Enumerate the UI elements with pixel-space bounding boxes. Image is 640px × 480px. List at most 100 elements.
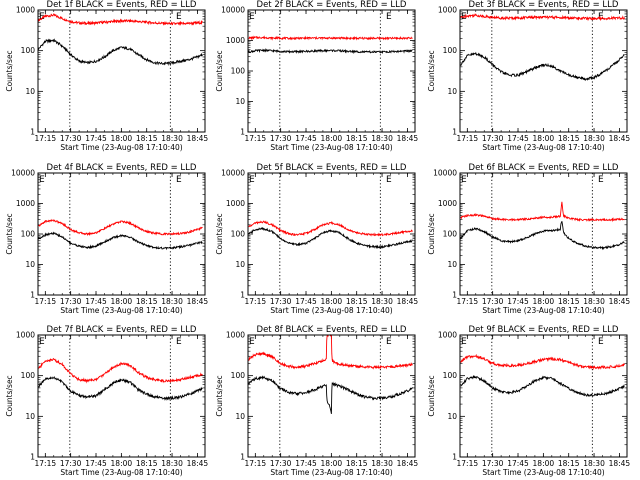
x-axis-label: Start Time (23-Aug-08 17:10:40)	[270, 143, 392, 152]
x-tick-label: 18:15	[558, 297, 580, 306]
y-tick-label: 100	[21, 230, 36, 239]
chart-title: Det 9f BLACK = Events, RED = LLD	[469, 325, 619, 335]
x-tick-label: 17:30	[482, 459, 504, 468]
x-tick-label: 18:45	[187, 459, 209, 468]
chart-panel-7: Det 7f BLACK = Events, RED = LLD Counts/s…	[5, 325, 208, 477]
chart-title: Det 2f BLACK = Events, RED = LLD	[257, 0, 407, 10]
event-marker-label: E	[386, 12, 392, 22]
y-tick-label: 10000	[221, 6, 245, 15]
y-axis-label: Counts/sec	[5, 213, 14, 254]
y-tick-label: 1	[240, 128, 245, 137]
x-tick-label: 18:15	[346, 297, 368, 306]
y-axis-label: Counts/sec	[5, 375, 14, 416]
chart-title: Det 6f BLACK = Events, RED = LLD	[469, 163, 619, 173]
x-tick-label: 18:45	[609, 459, 631, 468]
y-tick-label: 1000	[226, 36, 245, 45]
y-axis-label: Counts/sec	[5, 50, 14, 91]
y-tick-label: 100	[443, 371, 458, 380]
y-tick-label: 1000	[16, 6, 35, 15]
y-tick-label: 1000	[226, 199, 245, 208]
x-axis-label: Start Time (23-Aug-08 17:10:40)	[482, 143, 604, 152]
chart-panel-3: Det 3f BLACK = Events, RED = LLD Counts/s…	[427, 0, 630, 152]
x-axis-label: Start Time (23-Aug-08 17:10:40)	[270, 306, 392, 315]
x-tick-label: 18:30	[583, 459, 605, 468]
x-axis-label: Start Time (23-Aug-08 17:10:40)	[60, 468, 182, 477]
x-tick-label: 18:30	[161, 134, 183, 143]
plot-frame	[37, 9, 206, 133]
event-marker-label: E	[39, 12, 45, 22]
y-tick-label: 10	[447, 87, 457, 96]
series-line-lld	[460, 13, 625, 22]
event-marker-label: E	[39, 337, 45, 347]
series-line-events	[460, 221, 625, 251]
y-tick-label: 1	[452, 128, 457, 137]
event-marker-label: E	[598, 337, 604, 347]
series-line-events	[38, 38, 203, 66]
x-tick-label: 17:30	[60, 459, 82, 468]
y-tick-label: 10	[235, 97, 245, 106]
series-line-lld	[38, 357, 203, 384]
x-tick-label: 18:00	[533, 297, 555, 306]
y-tick-label: 1000	[16, 331, 35, 340]
x-tick-label: 18:30	[161, 297, 183, 306]
y-tick-label: 1000	[16, 199, 35, 208]
x-tick-label: 18:00	[533, 134, 555, 143]
x-tick-label: 18:00	[533, 459, 555, 468]
plot-frame	[37, 172, 206, 296]
x-tick-label: 17:45	[85, 459, 107, 468]
series-line-events	[248, 47, 413, 55]
x-axis-label: Start Time (23-Aug-08 17:10:40)	[482, 306, 604, 315]
x-tick-label: 17:15	[457, 297, 479, 306]
series-line-lld	[460, 353, 625, 371]
chart-panel-5: Det 5f BLACK = Events, RED = LLD Counts/s…	[215, 163, 418, 315]
chart-title: Det 7f BLACK = Events, RED = LLD	[47, 325, 197, 335]
y-tick-label: 10	[447, 412, 457, 421]
chart-panel-9: Det 9f BLACK = Events, RED = LLD Counts/s…	[427, 325, 630, 477]
x-tick-label: 17:45	[295, 134, 317, 143]
plot-frame	[459, 334, 628, 458]
chart-panel-1: Det 1f BLACK = Events, RED = LLD Counts/s…	[5, 0, 208, 152]
x-tick-label: 17:30	[482, 134, 504, 143]
x-tick-label: 18:15	[136, 459, 158, 468]
y-tick-label: 100	[21, 46, 36, 55]
chart-title: Det 1f BLACK = Events, RED = LLD	[47, 0, 197, 10]
y-tick-label: 100	[443, 46, 458, 55]
plot-frame	[247, 9, 416, 133]
event-marker-label: E	[39, 175, 45, 185]
x-tick-label: 18:45	[397, 134, 419, 143]
x-tick-label: 17:15	[245, 134, 267, 143]
y-tick-label: 10	[235, 260, 245, 269]
y-tick-label: 1000	[438, 331, 457, 340]
y-tick-label: 100	[231, 230, 246, 239]
y-tick-label: 10	[25, 412, 35, 421]
plot-frame	[459, 9, 628, 133]
x-tick-label: 17:15	[457, 134, 479, 143]
y-tick-label: 10	[25, 87, 35, 96]
y-tick-label: 1000	[438, 6, 457, 15]
event-marker-label: E	[461, 175, 467, 185]
series-line-events	[460, 51, 625, 82]
event-marker-label: E	[386, 175, 392, 185]
x-tick-label: 17:30	[270, 297, 292, 306]
x-tick-label: 17:45	[85, 297, 107, 306]
x-tick-label: 18:15	[136, 297, 158, 306]
chart-panel-4: Det 4f BLACK = Events, RED = LLD Counts/s…	[5, 163, 208, 315]
chart-title: Det 5f BLACK = Events, RED = LLD	[257, 163, 407, 173]
y-tick-label: 10	[447, 260, 457, 269]
x-tick-label: 17:15	[245, 297, 267, 306]
x-tick-label: 18:15	[136, 134, 158, 143]
y-tick-label: 1	[240, 291, 245, 300]
x-tick-label: 18:30	[371, 459, 393, 468]
x-axis-label: Start Time (23-Aug-08 17:10:40)	[60, 143, 182, 152]
y-tick-label: 100	[231, 67, 246, 76]
event-marker-label: E	[249, 175, 255, 185]
x-tick-label: 17:30	[482, 297, 504, 306]
y-tick-label: 10	[25, 260, 35, 269]
y-tick-label: 1	[240, 453, 245, 462]
x-tick-label: 18:00	[321, 297, 343, 306]
x-tick-label: 17:30	[270, 459, 292, 468]
y-tick-label: 10000	[221, 169, 245, 178]
x-tick-label: 18:30	[371, 134, 393, 143]
x-tick-label: 18:00	[111, 459, 133, 468]
